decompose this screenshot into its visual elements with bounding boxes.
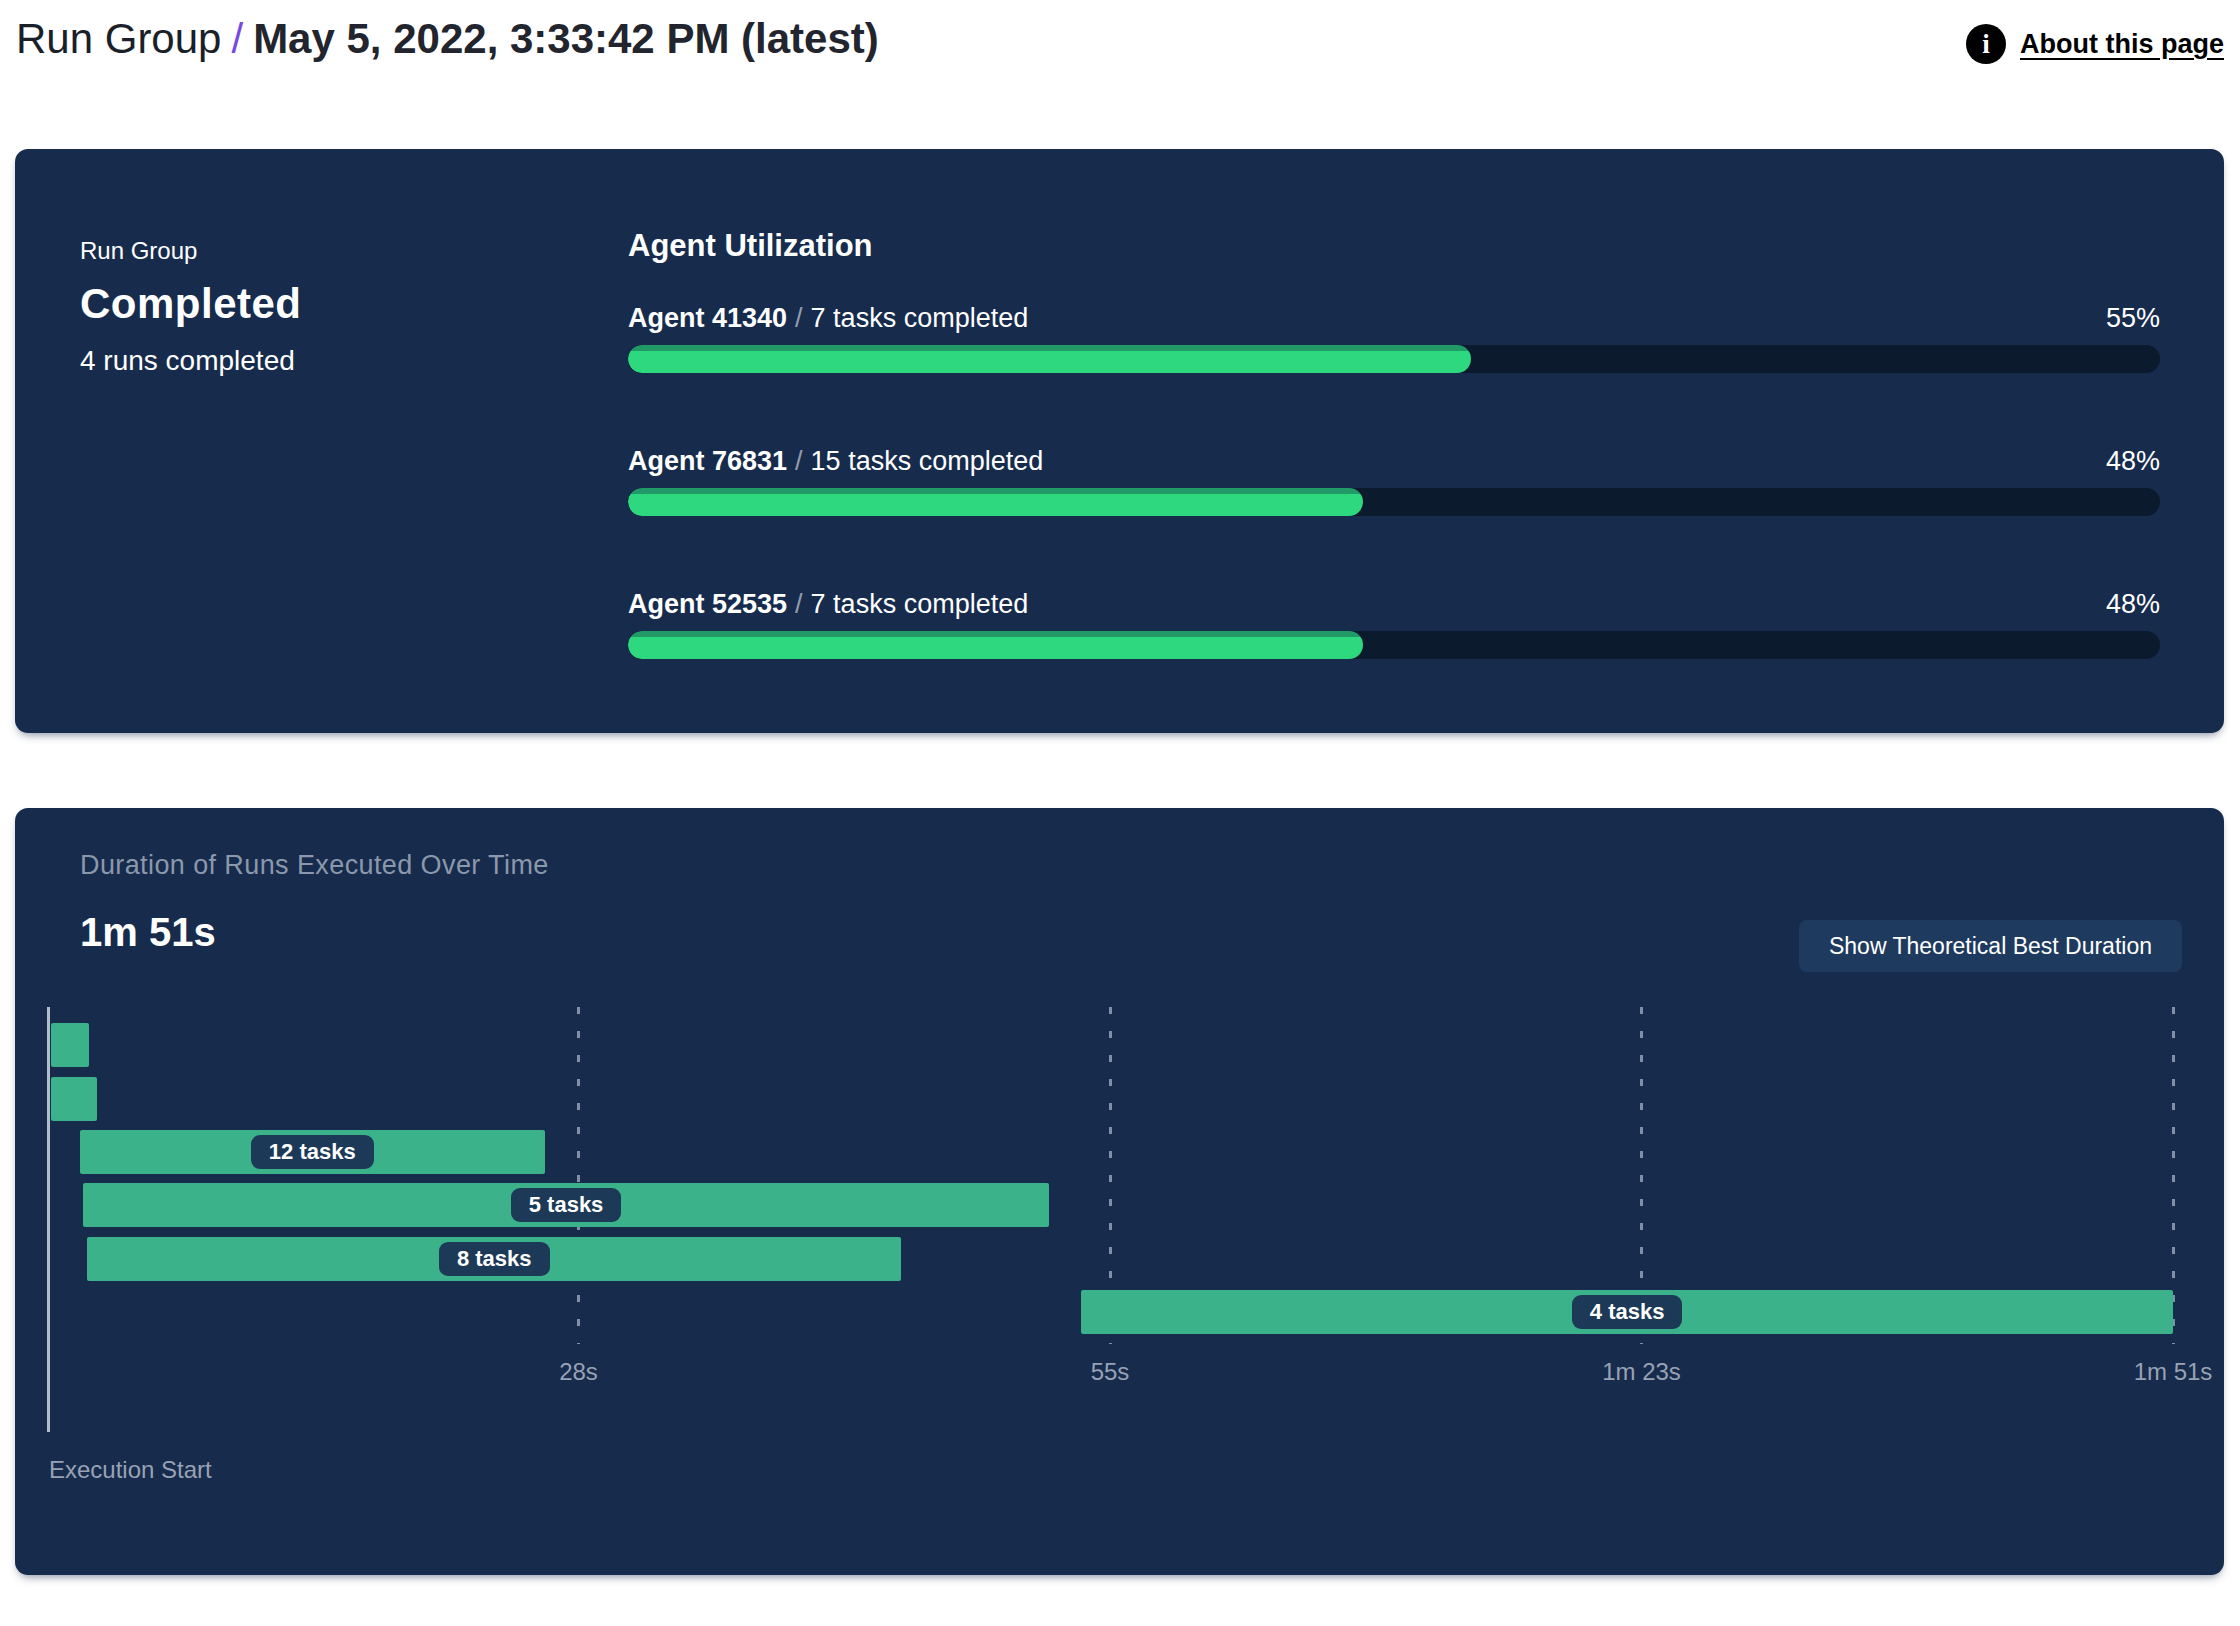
run-duration-bar[interactable]: 5 tasks	[83, 1183, 1048, 1227]
task-count-pill: 4 tasks	[1572, 1295, 1683, 1329]
run-group-label: Run Group	[80, 237, 302, 265]
time-tick-label: 1m 23s	[1602, 1358, 1681, 1386]
run-group-status: Completed	[80, 280, 302, 328]
time-tick-label: 1m 51s	[2134, 1358, 2213, 1386]
info-icon[interactable]: i	[1966, 24, 2006, 64]
time-gridline	[577, 1007, 580, 1344]
run-duration-bar[interactable]: 12 tasks	[80, 1130, 545, 1174]
agent-tasks-completed: 15 tasks completed	[811, 446, 1044, 476]
run-group-summary-panel: Run Group Completed 4 runs completed Age…	[15, 149, 2224, 733]
agent-progress-fill	[628, 631, 1363, 659]
page-header: Run Group/May 5, 2022, 3:33:42 PM (lates…	[16, 8, 2224, 78]
agent-label: Agent 76831/15 tasks completed	[628, 446, 1043, 476]
about-this-page[interactable]: i About this page	[1966, 24, 2224, 64]
time-tick-label: 28s	[559, 1358, 598, 1386]
agent-label: Agent 52535/7 tasks completed	[628, 589, 1028, 619]
agent-label: Agent 41340/7 tasks completed	[628, 303, 1028, 333]
agent-utilization-row: Agent 52535/7 tasks completed 48%	[628, 589, 2160, 659]
time-tick-label: 55s	[1091, 1358, 1130, 1386]
breadcrumb: Run Group/May 5, 2022, 3:33:42 PM (lates…	[16, 8, 2224, 70]
agent-name: Agent 76831	[628, 446, 787, 476]
agent-progress-track	[628, 345, 2160, 373]
agent-tasks-completed: 7 tasks completed	[811, 303, 1029, 333]
agent-name: Agent 41340	[628, 303, 787, 333]
agent-percent: 48%	[2106, 446, 2160, 476]
agent-utilization-row: Agent 41340/7 tasks completed 55%	[628, 303, 2160, 373]
task-count-pill: 8 tasks	[439, 1242, 550, 1276]
run-group-status-block: Run Group Completed 4 runs completed	[80, 237, 302, 377]
run-duration-bar[interactable]: 4 tasks	[1081, 1290, 2173, 1334]
breadcrumb-run-group[interactable]: Run Group	[16, 15, 221, 62]
agent-label-separator: /	[787, 589, 811, 619]
agent-progress-fill	[628, 488, 1363, 516]
run-duration-bar[interactable]	[51, 1077, 97, 1121]
agent-progress-track	[628, 631, 2160, 659]
task-count-pill: 12 tasks	[251, 1135, 374, 1169]
agent-name: Agent 52535	[628, 589, 787, 619]
agent-utilization-heading: Agent Utilization	[628, 228, 2160, 264]
agent-percent: 48%	[2106, 589, 2160, 619]
agent-percent: 55%	[2106, 303, 2160, 333]
execution-start-axis-line	[47, 1007, 50, 1432]
show-theoretical-best-duration-button[interactable]: Show Theoretical Best Duration	[1799, 920, 2182, 972]
agent-utilization-row: Agent 76831/15 tasks completed 48%	[628, 446, 2160, 516]
run-duration-bar[interactable]	[51, 1023, 89, 1067]
agent-tasks-completed: 7 tasks completed	[811, 589, 1029, 619]
gantt-chart-area: Execution Start 28s55s1m 23s1m 51s12 tas…	[47, 1007, 2173, 1437]
about-this-page-link[interactable]: About this page	[2020, 29, 2224, 60]
duration-chart-title: Duration of Runs Executed Over Time	[80, 850, 549, 881]
run-duration-bar[interactable]: 8 tasks	[87, 1237, 901, 1281]
page-title: May 5, 2022, 3:33:42 PM (latest)	[253, 15, 879, 62]
agent-utilization-section: Agent Utilization Agent 41340/7 tasks co…	[628, 228, 2160, 732]
agent-label-separator: /	[787, 446, 811, 476]
execution-start-label: Execution Start	[49, 1456, 212, 1484]
task-count-pill: 5 tasks	[511, 1188, 622, 1222]
duration-chart-panel: Duration of Runs Executed Over Time 1m 5…	[15, 808, 2224, 1575]
breadcrumb-separator: /	[221, 15, 253, 62]
total-duration-value: 1m 51s	[80, 910, 216, 955]
agent-progress-track	[628, 488, 2160, 516]
agent-label-separator: /	[787, 303, 811, 333]
runs-completed-count: 4 runs completed	[80, 345, 302, 377]
agent-progress-fill	[628, 345, 1471, 373]
